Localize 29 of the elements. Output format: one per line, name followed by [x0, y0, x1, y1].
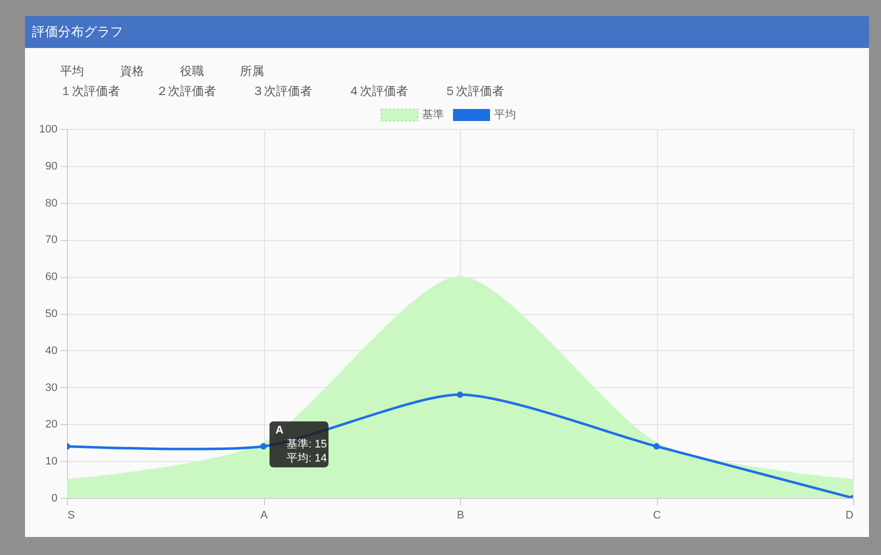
x-tick-label: S — [68, 510, 75, 522]
y-tick-label: 90 — [45, 160, 58, 172]
y-tick-label: 0 — [51, 492, 58, 504]
x-tick-label: A — [260, 510, 268, 522]
text: 所属 — [240, 64, 264, 78]
y-tick-label: 30 — [45, 382, 58, 394]
legend-label: 平均 — [494, 109, 516, 121]
text: ２次評価者 — [156, 84, 216, 98]
text: ３次評価者 — [252, 84, 312, 98]
annotation: A 基準: 15 平均: 14 — [276, 424, 327, 464]
chart-title: 評価分布グラフ — [32, 24, 123, 39]
x-tick-label: C — [653, 510, 662, 522]
y-tick-label: 40 — [45, 344, 58, 357]
text: １次評価者 — [60, 84, 120, 98]
y-tick-label: 100 — [39, 124, 58, 136]
y-tick-label: 60 — [45, 271, 58, 284]
y-tick-label: 50 — [45, 308, 58, 320]
y-tick-label: 70 — [45, 234, 58, 246]
text: ５次評価者 — [444, 84, 504, 98]
text: 役職 — [180, 64, 204, 78]
legend-label: 基準 — [422, 108, 444, 121]
y-tick-label: 80 — [45, 197, 58, 210]
text: 資格 — [120, 64, 144, 78]
y-tick-label: 20 — [45, 418, 58, 431]
x-tick-label: D — [846, 510, 854, 522]
y-tick-label: 10 — [45, 456, 58, 468]
x-tick-label: B — [456, 510, 464, 522]
text: ４次評価者 — [348, 84, 408, 98]
text: 平均 — [60, 64, 84, 78]
